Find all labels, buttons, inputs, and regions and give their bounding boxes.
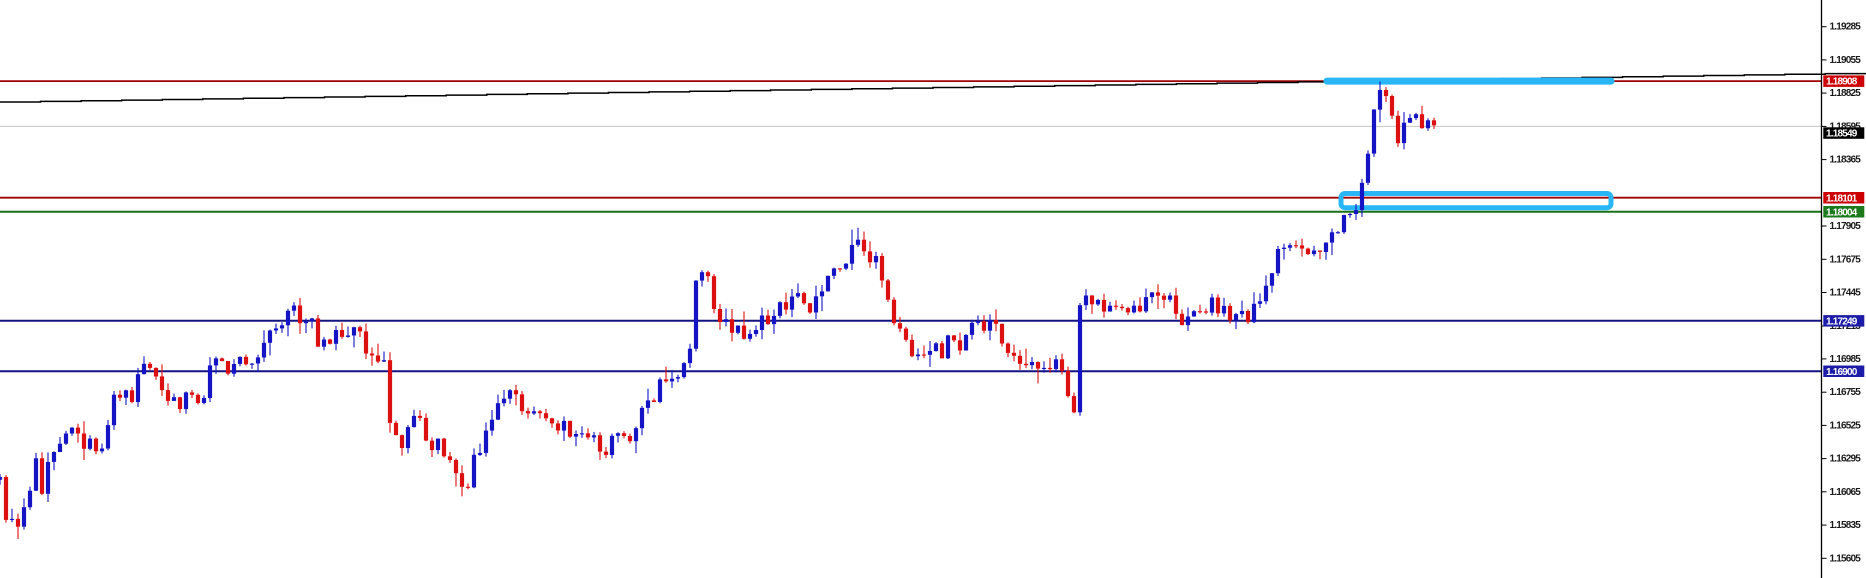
svg-text:1.18549: 1.18549 [1826,129,1858,140]
svg-text:1.15605: 1.15605 [1830,553,1862,564]
svg-text:1.18825: 1.18825 [1830,88,1862,99]
svg-text:1.17445: 1.17445 [1830,288,1862,299]
svg-text:1.19055: 1.19055 [1830,55,1862,66]
svg-text:1.17905: 1.17905 [1830,221,1862,232]
svg-text:1.17249: 1.17249 [1826,316,1858,327]
svg-text:1.16900: 1.16900 [1826,367,1858,378]
svg-text:1.16525: 1.16525 [1830,420,1862,431]
svg-text:1.16295: 1.16295 [1830,454,1862,465]
svg-text:1.18004: 1.18004 [1826,207,1858,218]
svg-text:1.16985: 1.16985 [1830,354,1862,365]
svg-text:1.18365: 1.18365 [1830,155,1862,166]
svg-text:1.15835: 1.15835 [1830,520,1862,531]
svg-text:1.16755: 1.16755 [1830,387,1862,398]
svg-text:1.18908: 1.18908 [1826,77,1858,88]
svg-text:1.17675: 1.17675 [1830,254,1862,265]
svg-text:1.19285: 1.19285 [1830,22,1862,33]
svg-text:1.16065: 1.16065 [1830,487,1862,498]
svg-text:1.18101: 1.18101 [1826,193,1858,204]
